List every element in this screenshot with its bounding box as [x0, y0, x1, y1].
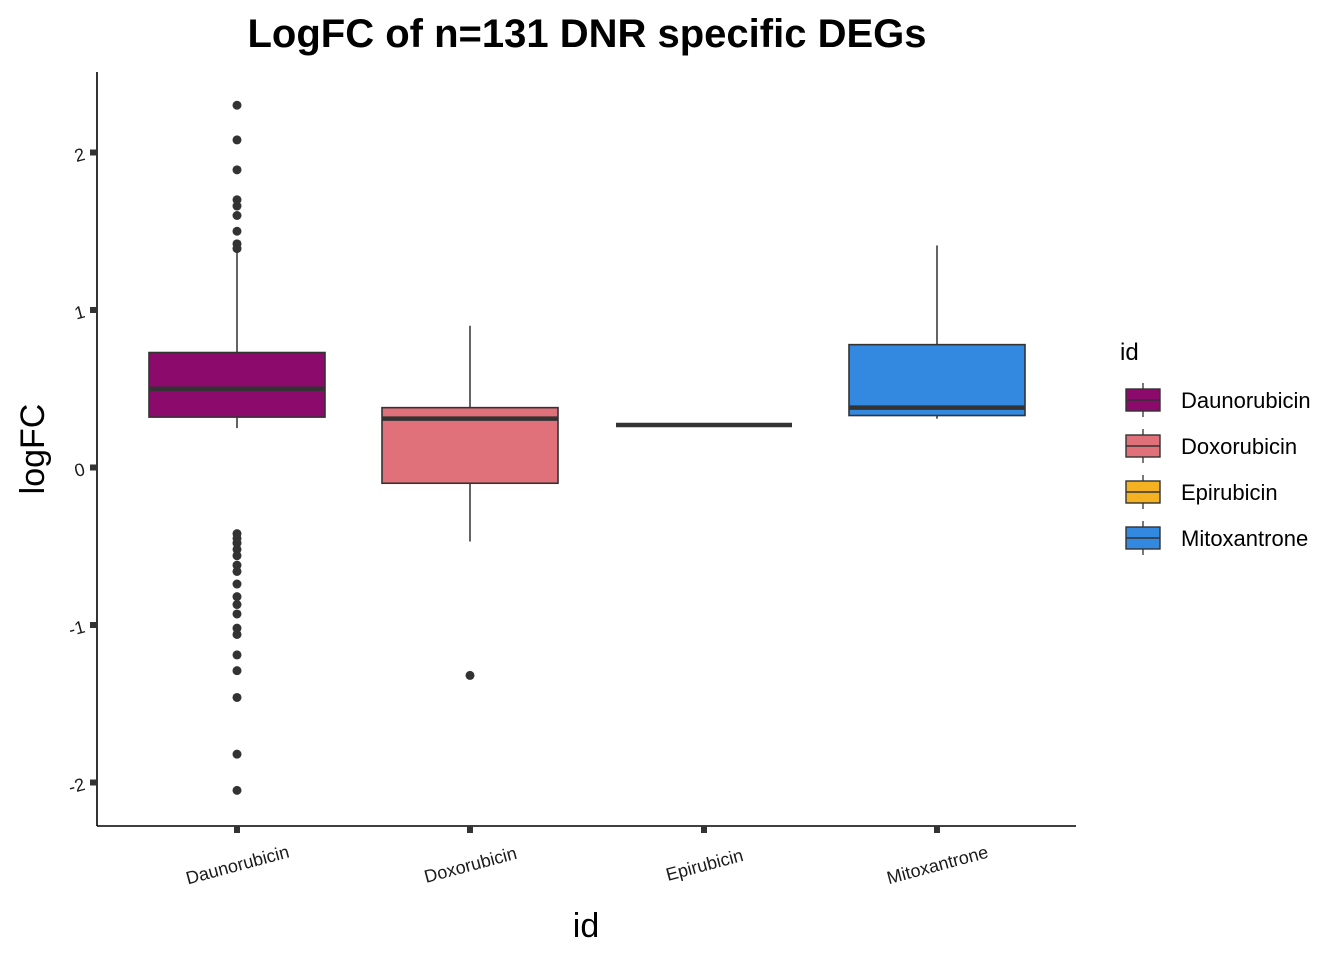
x-tick-mark — [234, 826, 240, 833]
y-tick-mark — [90, 464, 97, 471]
box-doxorubicin — [381, 325, 559, 680]
x-tick-mark — [701, 826, 707, 833]
y-tick-label: 2 — [72, 144, 87, 166]
outlier-point — [232, 650, 242, 660]
legend-label: Daunorubicin — [1181, 388, 1311, 413]
outlier-point — [232, 544, 242, 554]
x-tick-label: Epirubicin — [664, 845, 746, 885]
iqr-box — [848, 343, 1026, 417]
x-tick-label: Daunorubicin — [184, 842, 292, 889]
outlier-point — [232, 165, 242, 175]
legend-label: Doxorubicin — [1181, 434, 1297, 459]
chart-title: LogFC of n=131 DNR specific DEGs — [247, 12, 926, 56]
outlier-point — [232, 629, 242, 639]
y-tick-label: 0 — [72, 459, 87, 481]
iqr-box — [148, 351, 326, 418]
outlier-point — [232, 226, 242, 236]
outlier-point — [232, 201, 242, 211]
outlier-point — [232, 100, 242, 110]
outlier-point — [232, 592, 242, 602]
y-tick-mark — [90, 779, 97, 786]
outlier-point — [232, 623, 242, 633]
y-tick-label: 1 — [72, 302, 87, 324]
legend-label: Mitoxantrone — [1181, 526, 1308, 551]
y-tick-mark — [90, 149, 97, 156]
outlier-point — [232, 135, 242, 145]
outlier-point — [232, 785, 242, 795]
legend-label: Epirubicin — [1181, 480, 1278, 505]
outlier-point — [232, 609, 242, 619]
outlier-point — [232, 566, 242, 576]
outlier-point — [232, 195, 242, 205]
outlier-point — [232, 666, 242, 676]
outlier-point — [232, 600, 242, 610]
outlier-point — [232, 538, 242, 548]
y-tick-label: -2 — [66, 774, 87, 797]
outlier-point — [232, 692, 242, 702]
outlier-point — [232, 579, 242, 589]
outlier-point — [465, 670, 475, 680]
legend-title: id — [1120, 339, 1139, 366]
x-tick-label: Doxorubicin — [422, 843, 519, 887]
x-tick-mark — [467, 826, 473, 833]
legend-item-doxorubicin: Doxorubicin — [1125, 429, 1297, 463]
legend-item-daunorubicin: Daunorubicin — [1125, 383, 1311, 417]
box-daunorubicin — [148, 100, 326, 795]
y-tick-mark — [90, 622, 97, 628]
x-tick-mark — [934, 826, 940, 833]
outlier-point — [232, 749, 242, 759]
outlier-point — [232, 244, 242, 254]
outlier-point — [232, 560, 242, 570]
y-tick-mark — [90, 307, 97, 313]
legend-item-mitoxantrone: Mitoxantrone — [1125, 521, 1308, 555]
y-tick-label: -1 — [66, 617, 87, 640]
x-axis-title: id — [573, 907, 599, 945]
x-tick-label: Mitoxantrone — [885, 842, 991, 888]
legend: Daunorubicin Doxorubicin Epirubicin Mitoxan… — [1125, 383, 1311, 555]
box-mitoxantrone — [848, 245, 1026, 419]
y-axis-title: logFC — [14, 404, 52, 495]
legend-item-epirubicin: Epirubicin — [1125, 475, 1278, 509]
outlier-point — [232, 211, 242, 220]
outlier-point — [232, 551, 242, 561]
plot-area: -2 -1 0 1 2 Daunorubicin Doxorubicin Epirubicin… — [66, 72, 1076, 888]
